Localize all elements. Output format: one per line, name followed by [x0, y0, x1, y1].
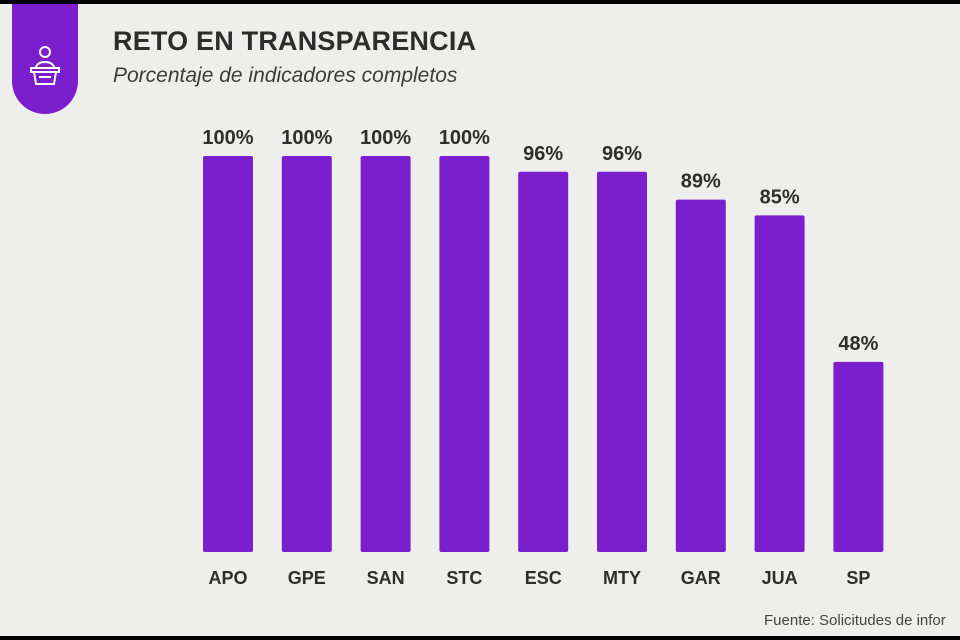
value-label-sp: 48%	[838, 333, 878, 355]
bar-jua	[754, 215, 805, 552]
category-label-jua: JUA	[762, 568, 798, 588]
source-note: Fuente: Solicitudes de infor	[764, 612, 946, 629]
value-label-jua: 85%	[760, 186, 800, 208]
header-badge	[12, 4, 78, 114]
value-label-apo: 100%	[202, 127, 253, 149]
bar-sp	[833, 361, 884, 552]
category-label-gpe: GPE	[288, 568, 326, 588]
value-label-stc: 100%	[439, 127, 490, 149]
bar-gar	[675, 199, 726, 552]
value-label-esc: 96%	[523, 143, 563, 165]
category-label-gar: GAR	[681, 568, 721, 588]
category-label-esc: ESC	[525, 568, 562, 588]
value-label-gpe: 100%	[281, 127, 332, 149]
bar-san	[360, 156, 411, 552]
chart-subtitle: Porcentaje de indicadores completos	[113, 64, 458, 87]
bar-chart: 100% APO 100% GPE 100% SAN 100% STC 96% ESC 96% MTY…	[202, 127, 884, 588]
value-label-mty: 96%	[602, 143, 642, 165]
category-label-apo: APO	[208, 568, 247, 588]
value-label-san: 100%	[360, 127, 411, 149]
category-label-stc: STC	[446, 568, 482, 588]
bar-gpe	[281, 156, 332, 552]
podium-speaker-icon	[30, 46, 60, 85]
bar-esc	[518, 171, 569, 553]
category-label-mty: MTY	[603, 568, 641, 588]
chart-title: RETO EN TRANSPARENCIA	[113, 26, 477, 56]
category-label-san: SAN	[367, 568, 405, 588]
category-label-sp: SP	[846, 568, 870, 588]
infographic-panel: RETO EN TRANSPARENCIA Porcentaje de indi…	[0, 4, 960, 636]
value-label-gar: 89%	[681, 171, 721, 193]
bar-stc	[439, 156, 490, 552]
bar-apo	[203, 156, 253, 552]
bar-mty	[597, 171, 647, 553]
